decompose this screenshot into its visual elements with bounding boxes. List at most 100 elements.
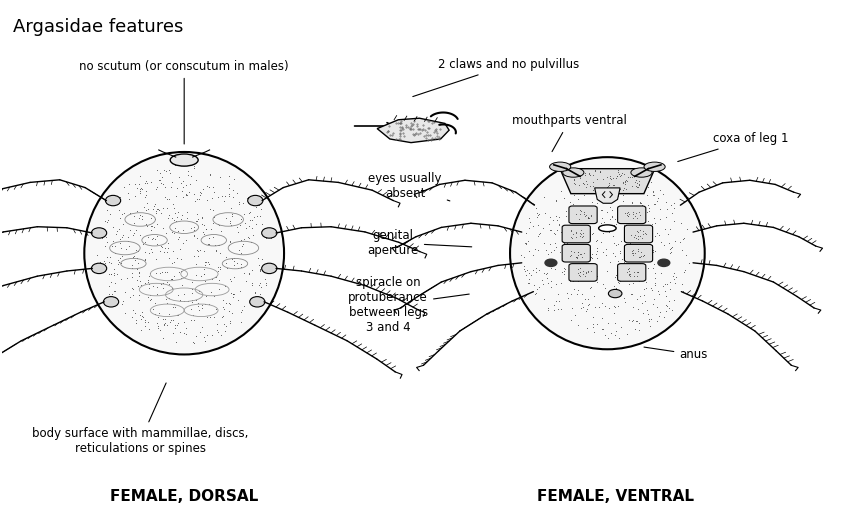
Point	[625, 169, 638, 177]
Point	[621, 212, 635, 220]
Point	[638, 296, 652, 305]
Point	[191, 302, 205, 311]
Point	[606, 173, 620, 182]
Point	[133, 189, 147, 197]
Point	[575, 189, 589, 197]
Point	[185, 298, 199, 306]
Point	[233, 287, 246, 295]
Point	[662, 296, 676, 305]
Point	[570, 225, 584, 233]
Point	[205, 275, 218, 283]
Point	[654, 205, 667, 213]
Point	[620, 210, 634, 219]
Point	[643, 228, 657, 236]
Point	[210, 245, 224, 254]
Point	[118, 288, 132, 296]
Point	[571, 251, 585, 259]
Point	[235, 236, 248, 244]
Point	[187, 252, 201, 260]
Point	[531, 246, 545, 254]
Point	[631, 184, 644, 193]
Point	[590, 244, 604, 252]
Point	[641, 200, 654, 209]
Point	[166, 213, 179, 222]
Ellipse shape	[104, 296, 119, 307]
Point	[637, 227, 650, 235]
Point	[576, 229, 590, 237]
Point	[237, 210, 251, 218]
Point	[144, 244, 158, 253]
Point	[197, 270, 211, 278]
Point	[213, 248, 227, 257]
Point	[573, 206, 586, 215]
Point	[160, 167, 173, 175]
Point	[216, 312, 230, 320]
Point	[645, 220, 659, 228]
Point	[252, 201, 265, 209]
Point	[590, 247, 604, 255]
Point	[547, 305, 560, 314]
Point	[564, 259, 577, 268]
Point	[227, 261, 241, 269]
Point	[195, 213, 208, 221]
Point	[162, 280, 176, 288]
Point	[541, 304, 554, 312]
Ellipse shape	[92, 263, 107, 274]
Point	[240, 276, 253, 284]
Point	[202, 313, 216, 322]
Point	[171, 208, 184, 216]
Point	[530, 208, 544, 217]
Point	[637, 251, 650, 259]
Point	[620, 213, 633, 222]
Point	[580, 269, 593, 277]
Point	[586, 313, 600, 322]
Point	[135, 312, 149, 320]
Point	[96, 231, 110, 239]
Point	[579, 268, 592, 277]
Point	[536, 280, 550, 288]
Point	[625, 199, 638, 207]
Ellipse shape	[644, 162, 666, 171]
Point	[203, 170, 217, 179]
FancyBboxPatch shape	[618, 264, 646, 281]
Point	[258, 263, 272, 271]
Point	[605, 206, 619, 214]
Point	[564, 272, 578, 280]
Point	[519, 239, 533, 247]
Point	[144, 248, 158, 257]
Point	[541, 220, 555, 228]
Point	[115, 300, 128, 309]
Point	[552, 296, 566, 305]
Point	[581, 213, 595, 222]
Point	[620, 176, 633, 184]
Point	[544, 227, 558, 235]
Point	[197, 265, 211, 274]
Point	[570, 254, 584, 262]
Point	[622, 264, 636, 272]
Point	[606, 290, 620, 299]
Point	[252, 212, 266, 220]
Point	[256, 255, 269, 263]
Point	[627, 267, 641, 276]
Point	[609, 283, 623, 292]
Point	[252, 281, 266, 289]
Point	[601, 208, 615, 216]
Point	[584, 267, 598, 275]
Point	[579, 258, 592, 267]
Point	[591, 185, 604, 194]
Point	[626, 208, 640, 216]
Point	[599, 245, 613, 253]
Point	[637, 252, 650, 260]
Point	[609, 326, 623, 335]
Point	[159, 295, 173, 303]
Point	[225, 254, 239, 263]
Point	[191, 299, 205, 307]
Point	[564, 251, 578, 259]
Point	[559, 247, 573, 256]
Point	[524, 270, 537, 279]
Point	[139, 179, 152, 187]
Point	[126, 261, 139, 269]
Point	[575, 230, 588, 238]
Point	[551, 216, 564, 224]
Point	[167, 204, 181, 212]
